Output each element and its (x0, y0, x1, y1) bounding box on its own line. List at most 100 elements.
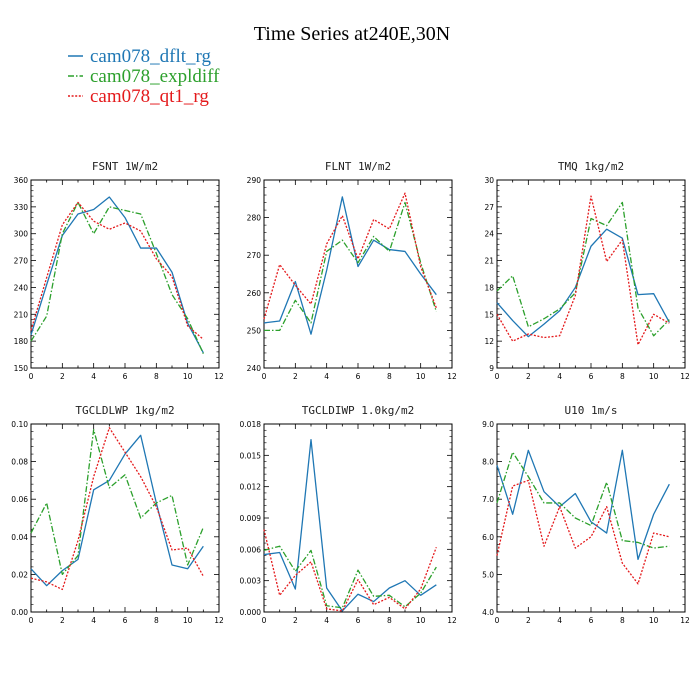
panel-u10: U10 1m/s 0 2 4 6 8 10 12 4.0 5.0 6.0 7.0 8.0 9.0 (482, 404, 690, 625)
x-tick-label: 6 (123, 616, 128, 625)
legend-label: cam078_qt1_rg (90, 86, 209, 107)
panel-title: TGCLDLWP 1kg/m2 (75, 404, 174, 417)
panel-fsnt: FSNT 1W/m2 0 2 4 6 8 10 12 150 180 210 240 270 300 330… (14, 160, 224, 381)
y-tick-label: 0.003 (240, 577, 262, 586)
y-tick-label: 15 (484, 310, 494, 319)
x-tick-label: 10 (183, 372, 193, 381)
x-tick-label: 6 (123, 372, 128, 381)
x-tick-label: 0 (495, 372, 500, 381)
plot-frame (263, 423, 453, 613)
series-line-cam078_qt1_rg (263, 529, 437, 612)
y-tick-label: 330 (14, 203, 29, 212)
y-tick-label: 0.015 (240, 451, 262, 460)
panel-title: TMQ 1kg/m2 (558, 160, 624, 173)
x-tick-label: 2 (526, 616, 531, 625)
y-tick-label: 27 (484, 203, 494, 212)
series-line-cam078_dflt_rg (263, 439, 437, 612)
x-tick-label: 8 (620, 372, 625, 381)
x-tick-label: 8 (387, 372, 392, 381)
x-tick-label: 4 (91, 616, 96, 625)
y-tick-label: 300 (14, 230, 29, 239)
legend-entry: cam078_dflt_rg (68, 46, 212, 67)
y-tick-label: 4.0 (482, 608, 494, 617)
y-tick-label: 12 (484, 337, 494, 346)
plot-frame (496, 423, 686, 613)
panel-title: FLNT 1W/m2 (325, 160, 391, 173)
y-tick-label: 6.0 (482, 533, 494, 542)
y-tick-label: 270 (247, 251, 262, 260)
x-tick-label: 2 (526, 372, 531, 381)
x-tick-label: 0 (29, 616, 34, 625)
x-tick-label: 12 (214, 372, 224, 381)
y-tick-label: 0.06 (11, 495, 28, 504)
plot-frame (263, 179, 453, 369)
y-tick-label: 0.04 (11, 533, 28, 542)
x-tick-label: 12 (680, 616, 690, 625)
x-tick-label: 0 (29, 372, 34, 381)
y-tick-label: 21 (484, 257, 494, 266)
x-tick-label: 2 (60, 616, 65, 625)
y-tick-label: 0.000 (240, 608, 262, 617)
series-line-cam078_expldiff (496, 201, 670, 337)
x-tick-label: 0 (262, 616, 267, 625)
x-tick-label: 12 (214, 616, 224, 625)
series-line-cam078_qt1_rg (263, 192, 437, 320)
y-tick-label: 7.0 (482, 495, 494, 504)
y-tick-label: 0.012 (240, 483, 262, 492)
y-tick-label: 30 (484, 176, 494, 185)
x-tick-label: 4 (324, 616, 329, 625)
legend-label: cam078_dflt_rg (90, 46, 212, 67)
x-tick-label: 12 (447, 372, 457, 381)
x-tick-label: 4 (557, 616, 562, 625)
plot-frame (496, 179, 686, 369)
panel-tgcldlwp: TGCLDLWP 1kg/m2 0 2 4 6 8 10 12 0.00 0.02 0.04 0.06… (11, 404, 224, 625)
y-tick-label: 0.018 (240, 420, 262, 429)
series-line-cam078_expldiff (30, 201, 204, 354)
y-tick-label: 0.009 (240, 514, 262, 523)
y-tick-label: 5.0 (482, 570, 494, 579)
x-tick-label: 6 (356, 616, 361, 625)
series-line-cam078_expldiff (496, 451, 670, 549)
x-tick-label: 4 (91, 372, 96, 381)
x-tick-label: 4 (557, 372, 562, 381)
x-tick-label: 0 (262, 372, 267, 381)
series-line-cam078_dflt_rg (263, 196, 437, 335)
series-line-cam078_qt1_rg (496, 479, 670, 585)
x-tick-label: 2 (293, 372, 298, 381)
x-tick-label: 12 (447, 616, 457, 625)
y-tick-label: 280 (247, 214, 262, 223)
panel-flnt: FLNT 1W/m2 0 2 4 6 8 10 12 240 250 260 270 280 290 (247, 160, 457, 381)
y-tick-label: 240 (14, 283, 29, 292)
series-line-cam078_dflt_rg (496, 449, 670, 561)
y-tick-label: 18 (484, 283, 494, 292)
series-line-cam078_qt1_rg (496, 195, 670, 346)
y-tick-label: 24 (484, 230, 494, 239)
y-tick-label: 0.08 (11, 458, 28, 467)
y-tick-label: 0.00 (11, 608, 28, 617)
x-tick-label: 6 (589, 616, 594, 625)
legend-label: cam078_expldiff (90, 66, 220, 87)
series-line-cam078_qt1_rg (30, 201, 204, 340)
y-tick-label: 0.02 (11, 570, 28, 579)
panel-title: U10 1m/s (565, 404, 618, 417)
x-tick-label: 6 (356, 372, 361, 381)
figure-title: Time Series at240E,30N (254, 23, 450, 45)
x-tick-label: 12 (680, 372, 690, 381)
x-tick-label: 6 (589, 372, 594, 381)
y-tick-label: 260 (247, 289, 262, 298)
x-tick-label: 0 (495, 616, 500, 625)
legend-entry: cam078_expldiff (68, 66, 220, 87)
y-tick-label: 250 (247, 326, 262, 335)
panel-title: TGCLDIWP 1.0kg/m2 (302, 404, 415, 417)
y-tick-label: 0.10 (11, 420, 28, 429)
x-tick-label: 2 (293, 616, 298, 625)
x-tick-label: 8 (620, 616, 625, 625)
y-tick-label: 9.0 (482, 420, 494, 429)
x-tick-label: 8 (154, 616, 159, 625)
y-tick-label: 0.006 (240, 545, 262, 554)
y-tick-label: 360 (14, 176, 29, 185)
series-line-cam078_qt1_rg (30, 427, 204, 591)
x-tick-label: 2 (60, 372, 65, 381)
series-line-cam078_expldiff (264, 201, 437, 332)
